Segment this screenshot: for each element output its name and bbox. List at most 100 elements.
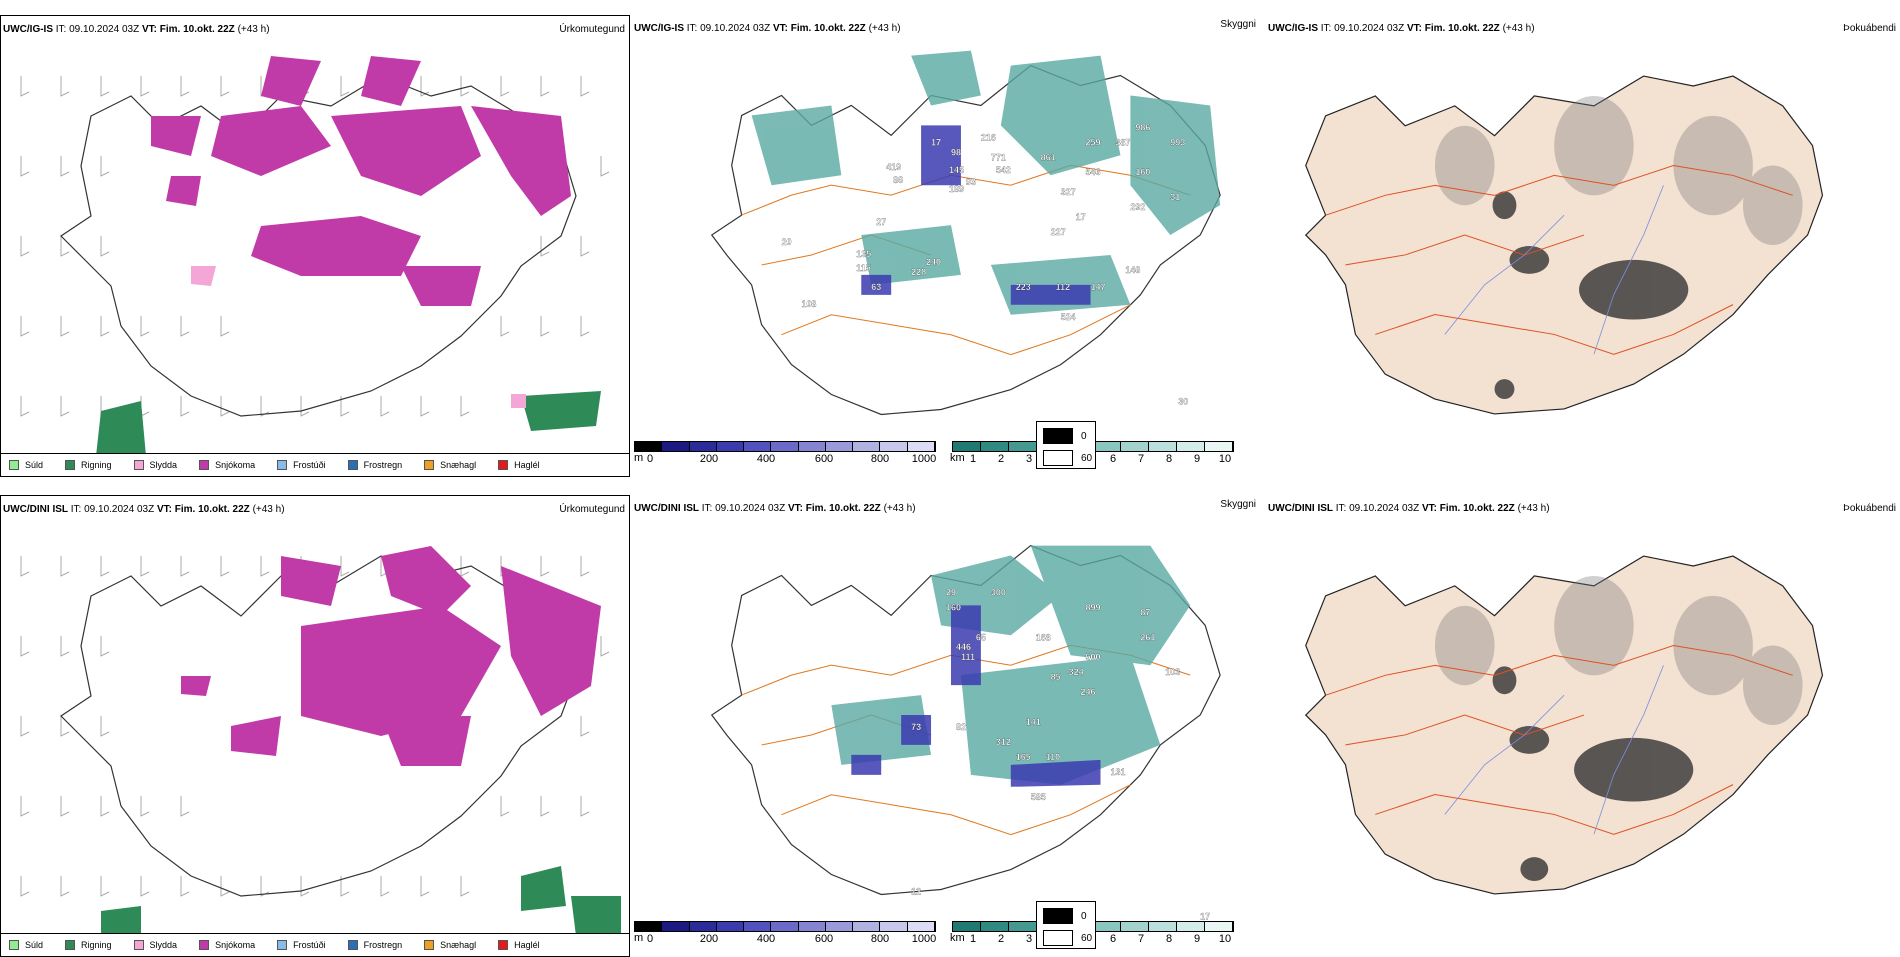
cloud-base-label: 135: [856, 249, 871, 259]
tick-label: 7: [1137, 933, 1145, 945]
snow-areas: [151, 56, 571, 306]
precip-legend: Súld Rigning Slydda Snjókoma Frostúði Fr…: [1, 933, 629, 956]
legend-label: 60: [1081, 452, 1093, 464]
tick-label: 9: [1193, 933, 1201, 945]
iceland-outline: [710, 544, 1221, 896]
legend-item: Snæhagl: [424, 460, 476, 470]
legend-swatch: [1043, 450, 1073, 466]
cloud-base-label: 292: [1130, 202, 1145, 212]
unit-label: m: [634, 452, 644, 464]
legend-item: Rigning: [65, 460, 112, 470]
precip-panel-row1: UWC/IG-IS IT: 09.10.2024 03Z VT: Fim. 10…: [0, 15, 630, 477]
fog-shading: [1492, 191, 1689, 400]
low-visibility-areas: [831, 545, 1191, 785]
rivers: [1444, 185, 1664, 355]
cloud-base-label: 141: [1026, 717, 1041, 727]
visibility-panel-row2: UWC/DINI ISL IT: 09.10.2024 03Z VT: Fim.…: [632, 495, 1264, 957]
fog-panel-row1: UWC/IG-IS IT: 09.10.2024 03Z VT: Fim. 10…: [1036, 15, 1900, 477]
legend-item: Snjókoma: [199, 940, 255, 950]
cloud-base-label: 300: [991, 587, 1006, 597]
cloud-base-labels: 17 98 216 771 986 993 259 387 861 419 14…: [781, 122, 1188, 406]
tick-label: 8: [1165, 453, 1173, 465]
cloud-base-label: 223: [1016, 282, 1031, 292]
cloud-base-label: 29: [946, 587, 956, 597]
legend-item: Frostúði: [277, 460, 326, 470]
panel-title: UWC/DINI ISL IT: 09.10.2024 03Z VT: Fim.…: [1268, 503, 1550, 514]
cloud-base-colorbar: 0 200 400 600 800 1000 m: [634, 921, 936, 953]
legend-item: Frostúði: [277, 940, 326, 950]
panel-title: UWC/DINI ISL IT: 09.10.2024 03Z VT: Fim.…: [3, 504, 285, 515]
tick-label: 200: [699, 453, 719, 465]
cloud-base-label: 387: [1115, 137, 1130, 147]
roads: [1325, 644, 1793, 835]
tick-label: 7: [1137, 453, 1145, 465]
iceland-land: [1304, 555, 1824, 895]
tick-label: 10: [1218, 453, 1232, 465]
iceland-outline: [60, 555, 577, 897]
cloud-base-label: 17: [1076, 212, 1086, 222]
cloud-base-label: 771: [991, 152, 1006, 162]
fog-light-shading: [1434, 95, 1803, 245]
tick-label: 3: [1025, 453, 1033, 465]
cloud-base-label: 240: [926, 257, 941, 267]
legend-swatch: [133, 460, 144, 470]
cloud-base-label: 103: [1165, 667, 1180, 677]
unit-label: m: [634, 932, 644, 944]
unit-label: km: [950, 452, 965, 464]
cloud-base-label: 585: [1031, 792, 1046, 802]
cloud-base-label: 524: [1061, 312, 1076, 322]
cloud-base-label: 216: [981, 132, 996, 142]
tick-label: 400: [756, 453, 776, 465]
cloud-base-label: 27: [876, 217, 886, 227]
cloud-base-label: 228: [911, 267, 926, 277]
legend-swatch: [424, 940, 435, 950]
fog-light-shading: [1434, 575, 1803, 725]
legend-item: Slydda: [133, 940, 177, 950]
cloud-base-label: 146: [1125, 265, 1140, 275]
visibility-map: 29 300 899 160 65 168 87 111 500 261 446…: [710, 544, 1221, 921]
cloud-base-label: 189: [949, 184, 964, 194]
wind-barbs: [20, 76, 610, 417]
panel-title: UWC/DINI ISL IT: 09.10.2024 03Z VT: Fim.…: [634, 503, 916, 514]
visibility-title: Skyggni: [1220, 499, 1256, 510]
tick-label: 1: [969, 453, 977, 465]
legend-item: Frostregn: [347, 940, 402, 950]
cloud-base-label: 65: [976, 632, 986, 642]
cloud-base-label: 861: [1041, 152, 1056, 162]
cloud-base-label: 993: [1170, 137, 1185, 147]
legend-item: Súld: [9, 460, 43, 470]
cloud-base-labels: 29 300 899 160 65 168 87 111 500 261 446…: [911, 587, 1210, 921]
tick-label: 200: [699, 933, 719, 945]
tick-label: 8: [1165, 933, 1173, 945]
rivers: [1444, 665, 1664, 835]
unit-label: km: [950, 932, 965, 944]
tick-label: 2: [997, 453, 1005, 465]
legend-swatch: [199, 940, 210, 950]
cloud-base-label: 86: [893, 175, 903, 185]
precip-map: [20, 546, 621, 936]
wind-barbs: [20, 556, 610, 897]
legend-swatch: [133, 940, 144, 950]
cloud-base-label: 542: [996, 165, 1011, 175]
cloud-base-label: 110: [1046, 752, 1060, 762]
cloud-base-label: 115: [856, 263, 870, 273]
cloud-base-label: 546: [1086, 167, 1101, 177]
tick-label: 800: [870, 933, 890, 945]
tick-label: 600: [814, 453, 834, 465]
tick-label: 600: [814, 933, 834, 945]
legend-swatch: [199, 460, 210, 470]
precip-map: [20, 56, 610, 456]
cloud-base-label: 327: [1061, 187, 1076, 197]
legend-swatch: [1043, 908, 1073, 924]
legend-swatch: [1043, 930, 1073, 946]
fog-title: Þokuábendi: [1843, 503, 1896, 514]
cloud-base-colorbar-strip: [634, 921, 936, 932]
roads: [741, 164, 1191, 356]
cloud-base-label: 63: [871, 282, 881, 292]
tick-label: 3: [1025, 933, 1033, 945]
legend-item: Slydda: [133, 460, 177, 470]
fog-legend: 0 60: [1036, 901, 1096, 949]
cloud-base-label: 108: [801, 299, 816, 309]
legend-swatch: [65, 460, 76, 470]
cloud-base-label: 147: [1091, 282, 1106, 292]
